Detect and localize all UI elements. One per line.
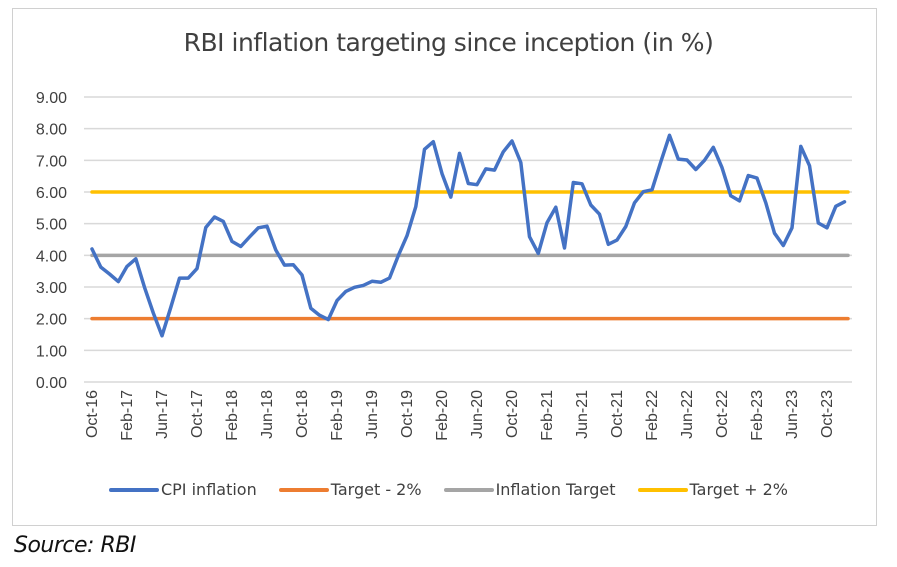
y-tick-label: 6.00	[36, 185, 67, 202]
x-tick-label: Jun-18	[259, 390, 276, 439]
legend-item-target-minus: Target - 2%	[278, 480, 422, 499]
y-tick-label: 2.00	[36, 312, 67, 329]
x-tick-label: Oct-20	[504, 390, 521, 438]
legend-label-target-plus: Target + 2%	[689, 480, 789, 499]
y-tick-label: 1.00	[36, 343, 67, 360]
x-tick-label: Feb-22	[644, 390, 661, 441]
x-tick-label: Oct-23	[819, 390, 836, 438]
y-tick-label: 7.00	[36, 153, 67, 170]
x-tick-label: Feb-17	[119, 390, 136, 441]
legend-item-cpi: CPI inflation	[108, 480, 257, 499]
y-tick-label: 0.00	[36, 375, 67, 392]
y-axis-ticks: 0.00 1.00 2.00 3.00 4.00 5.00 6.00 7.00 8.00 9.00	[36, 90, 67, 392]
legend-label-inflation-target: Inflation Target	[495, 480, 616, 499]
legend-label-target-minus: Target - 2%	[330, 480, 422, 499]
legend-swatch-cpi	[108, 487, 159, 492]
series-layer	[90, 133, 850, 338]
x-tick-label: Jun-23	[784, 390, 801, 439]
x-axis-ticks: Oct-16 Feb-17 Jun-17 Oct-17 Feb-18 Jun-18 Oct-…	[84, 390, 836, 441]
x-tick-label: Oct-18	[294, 390, 311, 438]
x-tick-label: Oct-16	[84, 390, 101, 438]
series-line-cpi-inflation	[90, 133, 847, 338]
x-tick-label: Oct-17	[189, 390, 206, 438]
x-tick-label: Jun-17	[154, 390, 171, 439]
legend-item-target-plus: Target + 2%	[637, 480, 789, 499]
legend: CPI inflation Target - 2% Inflation Targ…	[0, 480, 897, 499]
x-tick-label: Oct-21	[609, 390, 626, 438]
x-tick-label: Feb-18	[224, 390, 241, 441]
x-tick-label: Oct-22	[714, 390, 731, 438]
x-tick-label: Jun-22	[679, 390, 696, 439]
x-tick-label: Feb-19	[329, 390, 346, 441]
y-tick-label: 9.00	[36, 90, 67, 107]
x-tick-label: Feb-21	[539, 390, 556, 441]
legend-swatch-inflation-target	[443, 487, 494, 492]
gridlines	[84, 96, 852, 383]
x-tick-label: Oct-19	[399, 390, 416, 438]
legend-item-inflation-target: Inflation Target	[443, 480, 616, 499]
y-tick-label: 4.00	[36, 248, 67, 265]
chart-title: RBI inflation targeting since inception …	[183, 28, 714, 57]
source-note: Source: RBI	[14, 533, 136, 558]
legend-swatch-target-minus	[278, 487, 329, 492]
x-tick-label: Jun-19	[364, 390, 381, 439]
y-tick-label: 3.00	[36, 280, 67, 297]
legend-label-cpi: CPI inflation	[160, 480, 257, 499]
legend-swatch-target-plus	[637, 487, 688, 492]
chart-frame	[12, 8, 877, 526]
x-tick-label: Jun-21	[574, 390, 591, 439]
x-tick-label: Feb-23	[749, 390, 766, 441]
x-tick-label: Jun-20	[469, 390, 486, 439]
y-tick-label: 8.00	[36, 122, 67, 139]
x-tick-label: Feb-20	[434, 390, 451, 441]
y-tick-label: 5.00	[36, 217, 67, 234]
